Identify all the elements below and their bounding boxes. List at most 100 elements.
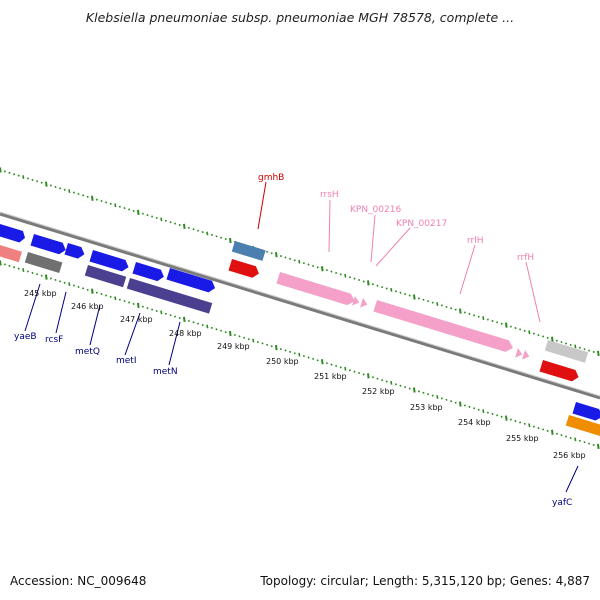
- feature-track: [0, 224, 600, 438]
- minor-tick: [523, 329, 526, 332]
- minor-tick: [330, 363, 333, 366]
- minor-tick: [59, 187, 62, 190]
- minor-tick: [312, 264, 315, 268]
- minor-tick: [532, 332, 535, 335]
- gene-block-metI[interactable]: [126, 278, 213, 314]
- gene-arrow-rrfH[interactable]: [515, 348, 524, 359]
- gene-label-metI[interactable]: metI: [116, 356, 137, 366]
- minor-tick: [353, 370, 356, 373]
- minor-tick: [468, 405, 471, 408]
- minor-tick: [40, 181, 43, 184]
- major-tick: [229, 330, 232, 337]
- minor-tick: [68, 282, 71, 287]
- minor-tick: [440, 397, 443, 400]
- minor-tick: [381, 286, 384, 289]
- gene-arrow-rrfH-2[interactable]: [522, 350, 531, 361]
- ruler-label: 256 kbp: [553, 451, 586, 460]
- minor-tick: [256, 340, 259, 344]
- minor-tick: [293, 259, 296, 262]
- minor-tick: [123, 207, 126, 210]
- minor-tick: [233, 333, 236, 337]
- gene-arrow-KPN_00216[interactable]: [352, 296, 361, 307]
- major-tick: [137, 209, 140, 215]
- gene-label-metN[interactable]: metN: [153, 367, 178, 377]
- major-tick: [459, 308, 462, 314]
- minor-tick: [13, 173, 16, 176]
- minor-tick: [36, 180, 39, 183]
- gene-label-gmhB[interactable]: gmhB: [258, 173, 284, 183]
- minor-tick: [348, 276, 351, 279]
- minor-tick: [376, 284, 379, 287]
- gene-block-lightgray[interactable]: [544, 340, 589, 363]
- gene-block-orange[interactable]: [565, 415, 600, 438]
- minor-tick: [206, 324, 209, 329]
- minor-tick: [197, 229, 200, 232]
- gene-label-rcsF[interactable]: rcsF: [45, 335, 63, 345]
- gene-block-salmon[interactable]: [0, 245, 22, 263]
- gene-arrow[interactable]: [89, 250, 130, 273]
- minor-tick: [477, 408, 480, 411]
- gene-label-metQ[interactable]: metQ: [75, 347, 100, 357]
- minor-tick: [118, 205, 121, 208]
- minor-tick: [371, 376, 374, 379]
- minor-tick: [422, 391, 425, 394]
- gene-arrow-ycfB[interactable]: [30, 234, 67, 256]
- gene-block-steel[interactable]: [231, 241, 266, 261]
- minor-tick: [578, 439, 581, 442]
- minor-tick: [178, 316, 181, 320]
- minor-tick: [546, 429, 549, 432]
- gene-arrow-small[interactable]: [64, 243, 86, 260]
- minor-tick: [514, 326, 517, 330]
- minor-tick: [266, 343, 269, 346]
- gene-label-rrfH[interactable]: rrfH: [517, 253, 534, 263]
- minor-tick: [270, 345, 273, 348]
- gene-arrow[interactable]: [132, 262, 165, 283]
- major-tick: [321, 266, 324, 272]
- minor-tick: [394, 383, 397, 386]
- gene-arrow-red-right[interactable]: [539, 360, 580, 383]
- minor-tick: [8, 264, 11, 267]
- minor-tick: [187, 226, 190, 229]
- gene-block-metQ[interactable]: [84, 265, 127, 288]
- gene-label-KPN_00217[interactable]: KPN_00217: [396, 219, 447, 229]
- minor-tick: [399, 384, 402, 387]
- minor-tick: [82, 287, 85, 290]
- gene-label-rrsH[interactable]: rrsH: [320, 190, 339, 200]
- minor-tick: [17, 174, 20, 177]
- minor-tick: [100, 199, 103, 203]
- gene-label-yafC[interactable]: yafC: [552, 498, 572, 508]
- gene-arrow-right-edge[interactable]: [572, 402, 600, 422]
- minor-tick: [8, 171, 11, 174]
- minor-tick: [132, 209, 135, 212]
- minor-tick: [293, 352, 296, 355]
- minor-tick: [537, 426, 540, 430]
- minor-tick: [279, 347, 282, 351]
- gene-arrow-rrsH[interactable]: [276, 272, 356, 307]
- minor-tick: [151, 308, 154, 311]
- minor-tick: [404, 386, 407, 389]
- gene-block-gray[interactable]: [24, 252, 63, 274]
- gene-label-yaeB[interactable]: yaeB: [14, 332, 37, 342]
- minor-tick: [574, 344, 577, 349]
- minor-tick: [491, 412, 494, 416]
- minor-tick: [348, 369, 351, 372]
- minor-tick: [482, 409, 485, 414]
- gene-arrow-metN[interactable]: [166, 268, 216, 294]
- gene-label-rrlH[interactable]: rrlH: [467, 236, 484, 246]
- major-tick: [551, 429, 554, 435]
- minor-tick: [284, 256, 287, 259]
- minor-tick: [436, 395, 439, 399]
- major-tick: [137, 302, 140, 308]
- gene-arrow[interactable]: [0, 224, 27, 244]
- minor-tick: [445, 398, 448, 401]
- gene-arrow-KPN_00217[interactable]: [360, 298, 369, 309]
- minor-tick: [454, 401, 457, 404]
- gene-arrow-rrlH[interactable]: [373, 300, 514, 354]
- minor-tick: [528, 330, 531, 335]
- gene-label-KPN_00216[interactable]: KPN_00216: [350, 205, 401, 215]
- lower-tick-track: [0, 260, 600, 450]
- gene-arrow-gmhB[interactable]: [228, 259, 260, 279]
- minor-tick: [49, 277, 52, 280]
- minor-tick: [565, 435, 568, 438]
